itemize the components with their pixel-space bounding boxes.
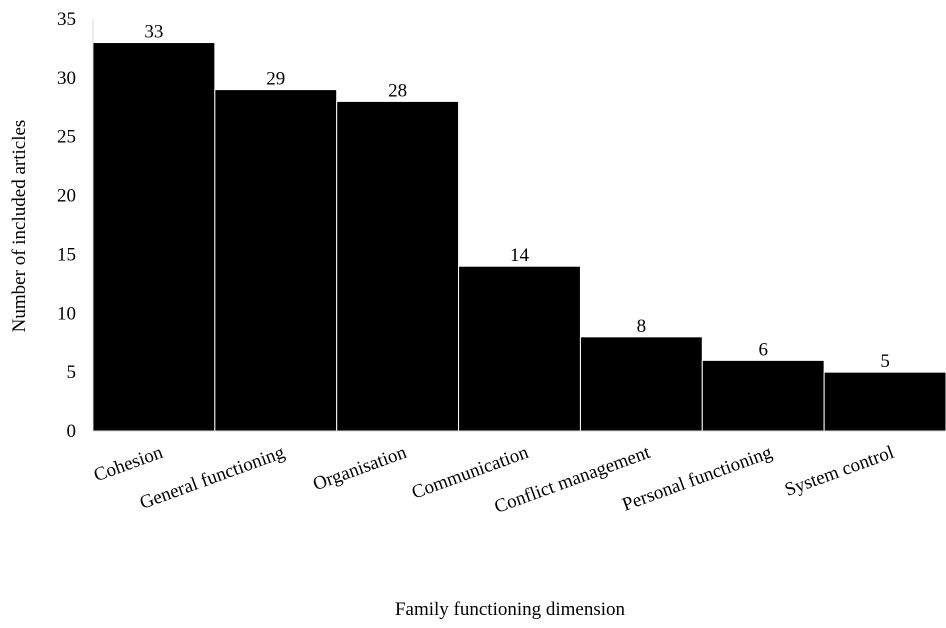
bar-communication bbox=[458, 265, 581, 432]
data-label: 5 bbox=[880, 351, 890, 372]
y-tick-label: 0 bbox=[67, 421, 77, 442]
y-tick-label: 5 bbox=[67, 362, 77, 383]
data-label: 6 bbox=[758, 339, 768, 360]
bar-general-functioning bbox=[214, 89, 338, 432]
bar-organisation bbox=[336, 100, 460, 432]
axes bbox=[92, 19, 946, 432]
y-tick-label: 25 bbox=[57, 127, 76, 148]
data-label: 29 bbox=[266, 69, 285, 90]
data-label: 33 bbox=[144, 22, 163, 43]
y-axis-title: Number of included articles bbox=[9, 120, 30, 333]
bar-personal-functioning bbox=[701, 359, 825, 432]
y-axis-ticks: 0 5 10 15 20 25 30 35 bbox=[57, 9, 76, 442]
y-tick-label: 10 bbox=[57, 303, 76, 324]
data-label: 14 bbox=[510, 245, 530, 266]
bar-cohesion bbox=[92, 42, 216, 432]
x-tick-label: Organisation bbox=[310, 442, 410, 495]
data-label: 8 bbox=[637, 316, 647, 337]
bar-system-control bbox=[823, 371, 946, 432]
y-tick-label: 30 bbox=[57, 68, 76, 89]
bars bbox=[92, 42, 946, 432]
x-tick-label: System control bbox=[782, 442, 897, 501]
bar-conflict-management bbox=[579, 336, 703, 432]
y-tick-label: 35 bbox=[57, 9, 76, 30]
x-tick-label: Cohesion bbox=[91, 442, 166, 486]
data-label: 28 bbox=[388, 80, 407, 101]
y-tick-label: 20 bbox=[57, 186, 76, 207]
y-tick-label: 15 bbox=[57, 244, 76, 265]
data-labels: 33 29 28 14 8 6 5 bbox=[144, 22, 889, 373]
x-axis-title: Family functioning dimension bbox=[395, 599, 626, 620]
